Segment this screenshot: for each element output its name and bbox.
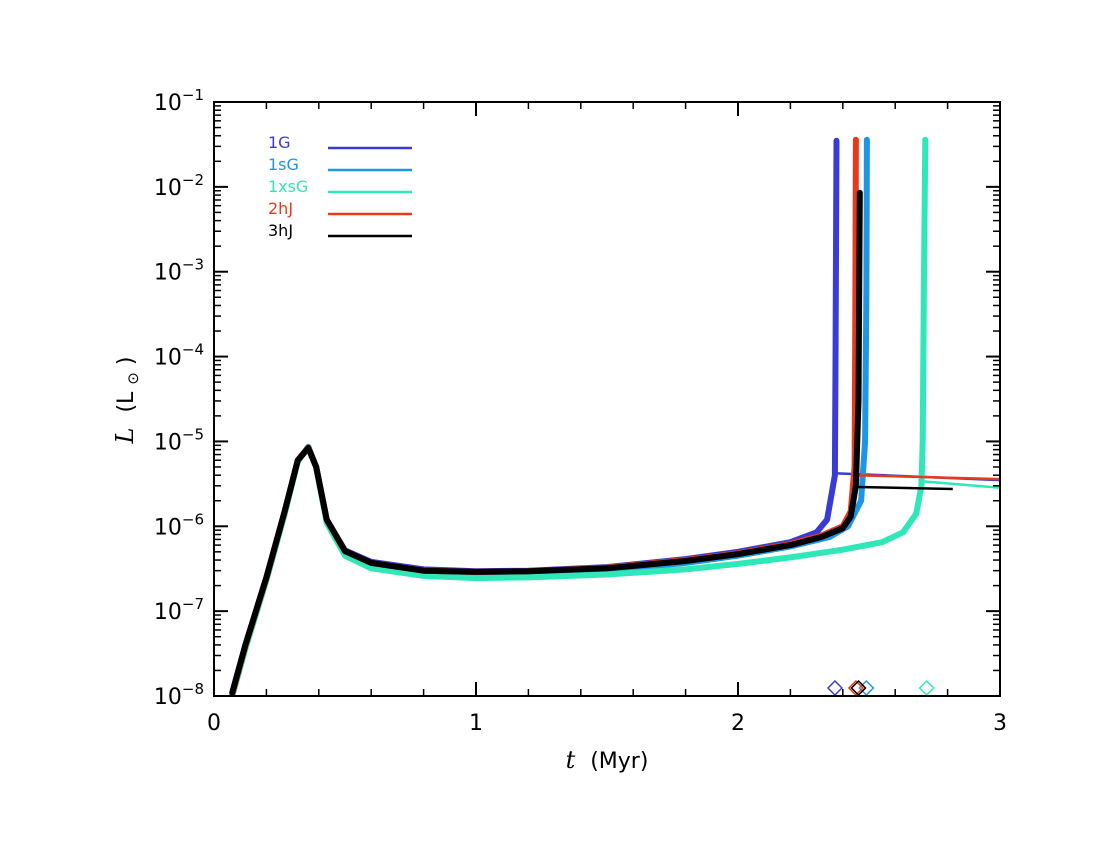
series-line-1xsg [229,136,929,696]
y-tick-label: 10−7 [154,595,204,625]
series-tail-2hj [855,473,1000,481]
plot-frame [213,101,1001,697]
y-axis-unit-close: ) [114,357,139,366]
legend-label-1sg: 1sG [268,155,299,174]
end-marker-1xsg [918,679,935,697]
end-markers [826,679,935,697]
legend-label-3hj: 3hJ [268,221,293,240]
y-tick-label: 10−1 [154,86,204,116]
x-axis-title: t (Myr) [566,746,649,774]
series-tail-3hj [858,485,953,491]
y-axis-unit-sun: ⊙ [124,372,142,385]
end-marker-1g [826,679,844,697]
axis-ticks: 0 1 2 3 10−8 10−7 10−6 10−5 10−4 10−3 10−2 10−1 [154,86,1007,736]
y-axis-title: L (L ⊙ ) [111,357,144,445]
y-tick-label: 10−2 [154,171,204,201]
y-tick-label: 10−5 [154,425,204,455]
series-line-1sg [229,136,870,696]
legend-label-1xsg: 1xsG [268,177,308,196]
y-axis-symbol: L [111,428,139,445]
legend-label-1g: 1G [268,133,291,152]
y-axis-unit-open: (L [114,391,139,413]
x-axis-symbol: t [566,746,576,774]
x-tick-label: 0 [207,711,221,736]
y-tick-label: 10−4 [154,341,204,371]
series-line-2hj [229,136,859,696]
series-layer [229,136,1000,696]
series-line-1g [229,137,840,696]
x-tick-label: 2 [731,711,745,736]
legend: 1G 1sG 1xsG 2hJ 3hJ [268,133,412,240]
x-tick-label: 1 [469,711,483,736]
y-tick-label: 10−6 [154,510,204,540]
series-line-3hj [229,189,863,696]
series-tail-1xsg [921,479,1000,489]
x-axis-unit: (Myr) [590,749,648,774]
y-tick-label: 10−3 [154,256,204,286]
legend-label-2hj: 2hJ [268,199,293,218]
y-tick-label: 10−8 [154,680,204,710]
x-tick-label: 3 [993,711,1007,736]
